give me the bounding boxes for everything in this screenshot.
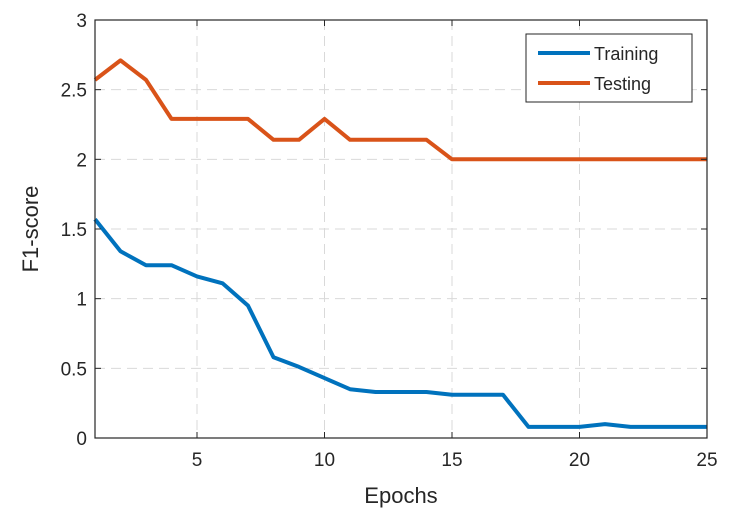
- x-tick-label: 5: [192, 450, 203, 471]
- legend-label-testing: Testing: [594, 74, 651, 94]
- series-line-testing: [93, 58, 707, 162]
- y-tick-label: 1.5: [61, 220, 87, 241]
- legend: Training Testing: [525, 33, 693, 103]
- y-tick-label: 2: [76, 150, 87, 171]
- series-lines: [93, 58, 707, 429]
- x-axis-title: Epochs: [364, 483, 437, 508]
- y-tick-label: 0: [76, 429, 87, 450]
- y-tick-label: 0.5: [61, 359, 87, 380]
- series-line-training: [93, 217, 707, 429]
- x-tick-label: 15: [441, 450, 462, 471]
- x-tick-label: 20: [569, 450, 590, 471]
- x-tick-label: 10: [314, 450, 335, 471]
- axis-ticks: [95, 19, 708, 439]
- legend-label-training: Training: [594, 44, 658, 64]
- y-tick-label: 2.5: [61, 81, 87, 102]
- y-tick-label: 1: [76, 290, 87, 311]
- legend-box: [525, 33, 693, 103]
- y-tick-label: 3: [76, 11, 87, 32]
- x-tick-label: 25: [696, 450, 717, 471]
- tick-labels: 5 10 15 20 25 0 0.5 1 1.5 2 2.5 3: [61, 11, 718, 471]
- y-axis-title: F1-score: [18, 186, 43, 273]
